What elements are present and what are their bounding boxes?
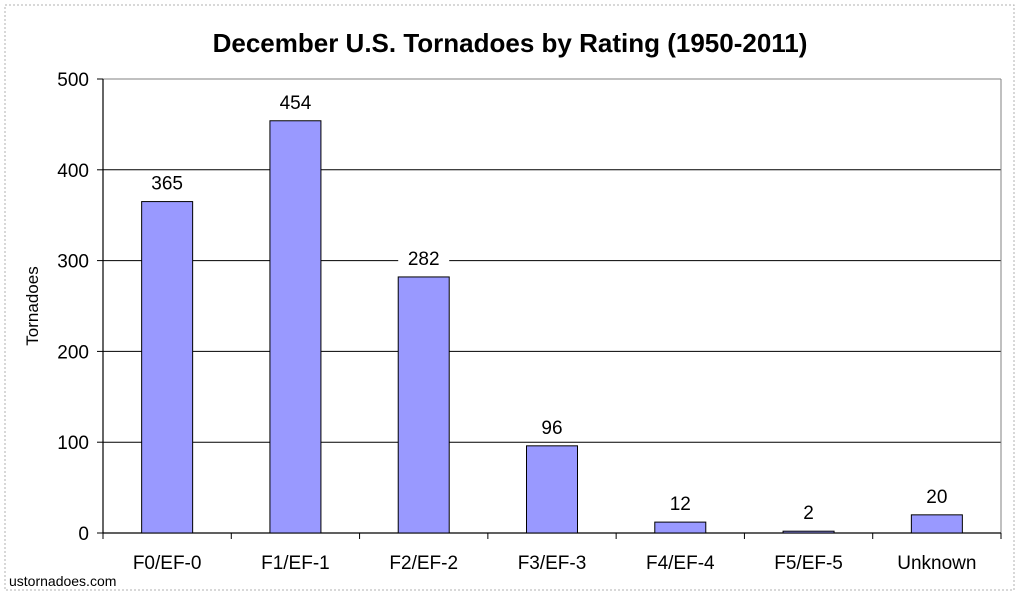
data-label: 365 <box>151 174 183 195</box>
data-label-background <box>794 500 824 525</box>
x-tick-label: F4/EF-4 <box>646 553 715 574</box>
y-tick-label: 400 <box>57 161 89 182</box>
y-tick-label: 200 <box>57 342 89 363</box>
data-label: 20 <box>926 487 947 508</box>
y-tick-label: 100 <box>57 433 89 454</box>
bar-F4/EF-4 <box>654 521 707 534</box>
x-tick-label: F5/EF-5 <box>774 553 843 574</box>
data-label: 2 <box>803 503 814 524</box>
bar-F2/EF-2 <box>397 276 450 534</box>
data-label-background <box>916 483 957 508</box>
y-axis-label: Tornadoes <box>23 266 42 345</box>
data-label: 96 <box>541 418 562 439</box>
chart-title: December U.S. Tornadoes by Rating (1950-… <box>213 28 808 58</box>
data-label: 454 <box>280 93 312 114</box>
data-label-background <box>532 414 572 439</box>
data-label-background <box>398 245 450 270</box>
plot-area: 0 100 200 300 400 500 365 F0/EF-0 454 F1/EF-1 282 F… <box>57 70 1002 574</box>
data-label-background <box>269 89 321 114</box>
bar-F0/EF-0 <box>141 201 194 534</box>
x-tick-label: F0/EF-0 <box>133 553 202 574</box>
source-credit: ustornadoes.com <box>9 573 116 589</box>
x-tick-label: F1/EF-1 <box>261 553 330 574</box>
bar-F3/EF-3 <box>526 445 578 534</box>
bar-F5/EF-5 <box>782 530 835 534</box>
data-label-background <box>660 491 701 516</box>
data-label: 282 <box>408 249 440 270</box>
x-tick-label: F3/EF-3 <box>518 553 587 574</box>
bar-Unknown <box>910 514 963 534</box>
data-label-background <box>141 170 193 195</box>
y-tick-label: 0 <box>78 524 89 545</box>
y-tick-label: 300 <box>57 252 89 273</box>
data-label: 12 <box>670 494 691 515</box>
x-tick-label: Unknown <box>897 553 976 574</box>
x-tick-label: F2/EF-2 <box>389 553 458 574</box>
y-tick-label: 500 <box>57 70 89 91</box>
bar-F1/EF-1 <box>269 120 322 534</box>
